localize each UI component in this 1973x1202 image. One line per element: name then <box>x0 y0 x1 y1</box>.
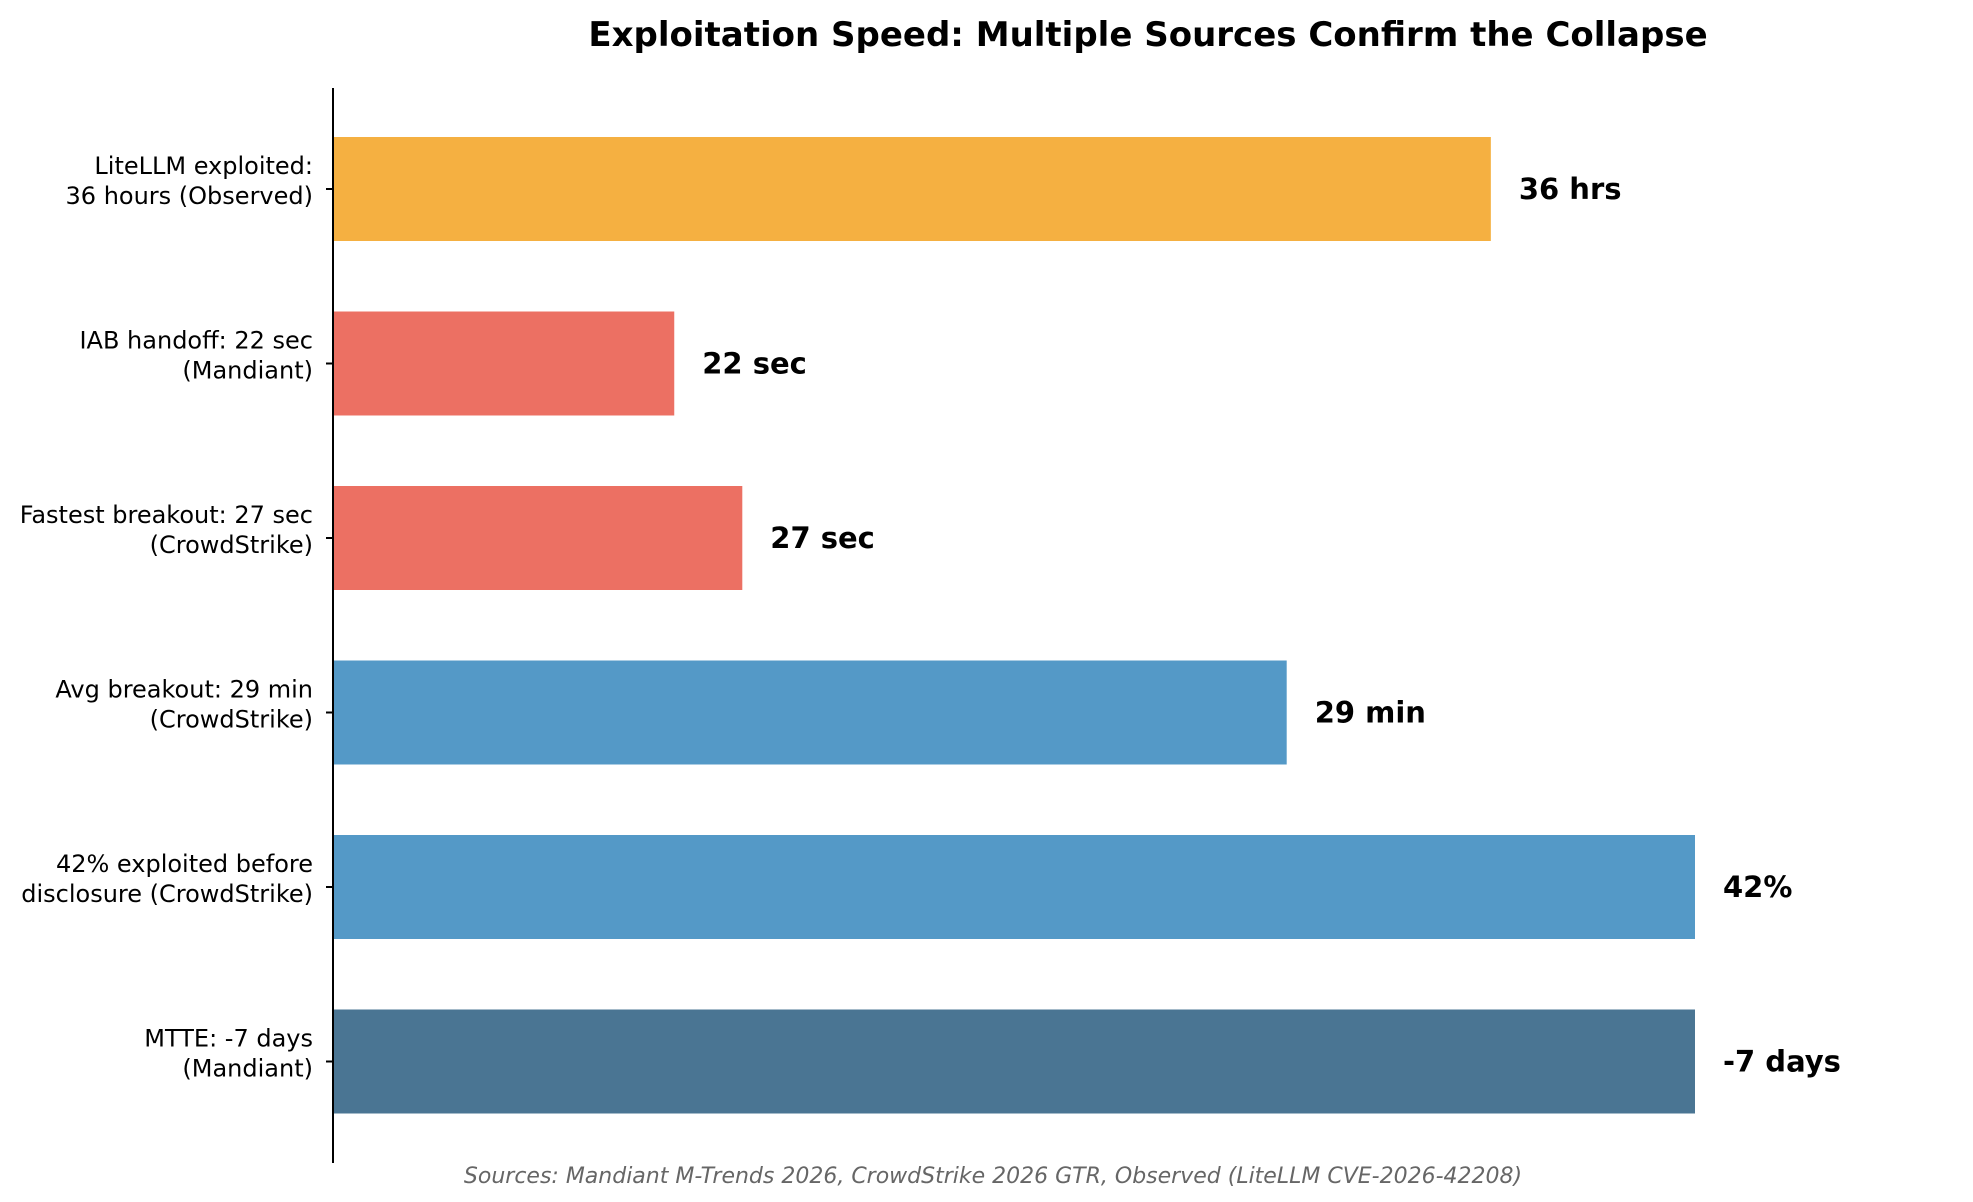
category-label-line: (CrowdStrike) <box>150 531 313 559</box>
category-label-line: Avg breakout: 29 min <box>55 676 313 704</box>
category-label-line: (CrowdStrike) <box>150 706 313 734</box>
category-label: 42% exploited before disclosure (CrowdStr… <box>21 850 313 908</box>
bar <box>334 660 1287 765</box>
category-label: Fastest breakout: 27 sec (CrowdStrike) <box>20 501 313 559</box>
value-label: 22 sec <box>702 347 807 381</box>
category-label-line: 42% exploited before <box>56 850 313 878</box>
category-label-line: LiteLLM exploited: <box>94 152 313 180</box>
category-label: MTTE: -7 days (Mandiant) <box>144 1025 313 1083</box>
bar <box>334 486 743 590</box>
value-label: -7 days <box>1723 1045 1841 1079</box>
value-label: 36 hrs <box>1519 172 1622 206</box>
value-label: 27 sec <box>770 521 875 555</box>
bar <box>334 1009 1695 1114</box>
bar <box>334 137 1491 241</box>
category-label-line: IAB handoff: 22 sec <box>79 327 313 355</box>
category-label-line: (Mandiant) <box>182 357 313 385</box>
category-label-line: 36 hours (Observed) <box>66 182 313 210</box>
chart-title: Exploitation Speed: Multiple Sources Con… <box>588 15 1707 55</box>
category-label-line: disclosure (CrowdStrike) <box>21 880 313 908</box>
bar <box>334 311 675 416</box>
category-label: LiteLLM exploited: 36 hours (Observed) <box>66 152 313 210</box>
value-label: 42% <box>1723 870 1792 904</box>
bar <box>334 835 1695 939</box>
category-label: Avg breakout: 29 min (CrowdStrike) <box>55 676 313 734</box>
category-label: IAB handoff: 22 sec (Mandiant) <box>79 327 313 385</box>
category-label-line: Fastest breakout: 27 sec <box>20 501 313 529</box>
source-footnote: Sources: Mandiant M-Trends 2026, CrowdSt… <box>464 1164 1522 1189</box>
bars-group: LiteLLM exploited: 36 hours (Observed) 36 … <box>20 137 1841 1114</box>
category-label-line: (Mandiant) <box>182 1055 313 1083</box>
category-label-line: MTTE: -7 days <box>144 1025 313 1053</box>
value-label: 29 min <box>1315 696 1426 730</box>
